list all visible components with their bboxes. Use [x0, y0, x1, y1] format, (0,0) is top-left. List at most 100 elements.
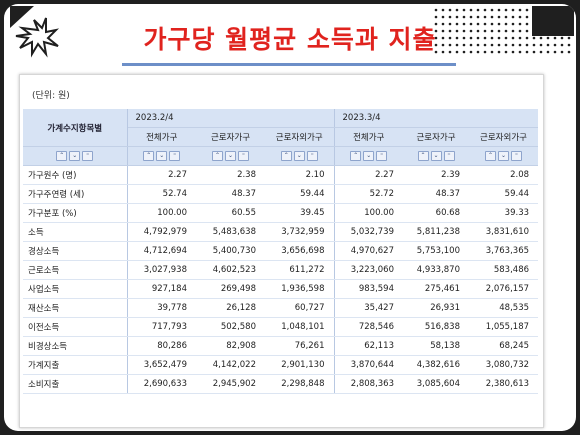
- sort-up-icon[interactable]: ⌃: [350, 150, 362, 161]
- sort-controls: ⌃ ⌄ ⁼: [469, 146, 539, 166]
- table-cell: 48.37: [403, 184, 469, 204]
- sort-controls: ⌃ ⌄ ⁼: [127, 146, 196, 166]
- table-cell: 2.38: [196, 165, 265, 185]
- sort-up-icon[interactable]: ⌃: [280, 150, 292, 161]
- table-cell: 611,272: [265, 260, 335, 280]
- row-label: 근로소득: [23, 260, 128, 280]
- table-cell: 5,032,739: [334, 222, 403, 242]
- starburst-icon: [10, 6, 60, 58]
- sort-up-icon[interactable]: ⌃: [417, 150, 429, 161]
- table-cell: 2,901,130: [265, 355, 335, 375]
- sort-reset-icon[interactable]: ⌄: [363, 150, 375, 161]
- sort-reset-icon[interactable]: ⌄: [498, 150, 509, 161]
- table-cell: 5,400,730: [196, 241, 265, 261]
- table-cell: 3,027,938: [127, 260, 196, 280]
- sort-up-icon[interactable]: ⌃: [143, 150, 155, 161]
- table-cell: 4,792,979: [127, 222, 196, 242]
- row-label: 가구주연령 (세): [23, 184, 128, 204]
- column-header: 근로자외가구: [469, 127, 539, 147]
- table-cell: 26,931: [403, 298, 469, 318]
- sort-reset-icon[interactable]: ⌄: [430, 150, 442, 161]
- table-row: 이전소득 717,793 502,580 1,048,101 728,546 516,83…: [23, 317, 539, 337]
- table-row: 비경상소득 80,286 82,908 76,261 62,113 58,138 68,24…: [23, 336, 539, 356]
- table-cell: 3,080,732: [469, 355, 539, 375]
- table-cell: 2,945,902: [196, 374, 265, 394]
- table-cell: 2,808,363: [334, 374, 403, 394]
- page-title: 가구당 월평균 소득과 지출: [143, 25, 437, 54]
- slide: 가구당 월평균 소득과 지출 (단위: 원) 가계수지항목별 2023.2: [4, 4, 576, 431]
- column-header: 근로자가구: [196, 127, 265, 147]
- table-cell: 275,461: [403, 279, 469, 299]
- table-cell: 3,763,365: [469, 241, 539, 261]
- sort-up-icon[interactable]: ⌃: [485, 150, 496, 161]
- row-label: 이전소득: [23, 317, 128, 337]
- column-header: 근로자외가구: [265, 127, 335, 147]
- table-cell: 927,184: [127, 279, 196, 299]
- sort-down-icon[interactable]: ⁼: [238, 150, 249, 161]
- table-cell: 4,382,616: [403, 355, 469, 375]
- table-row: 가구분포 (%) 100.00 60.55 39.45 100.00 60.68 39.33: [23, 203, 539, 223]
- sort-controls: ⌃ ⌄ ⁼: [403, 146, 469, 166]
- table-cell: 39.45: [265, 203, 335, 223]
- table-cell: 3,870,644: [334, 355, 403, 375]
- table-row: 사업소득 927,184 269,498 1,936,598 983,594 275,46…: [23, 279, 539, 299]
- table-cell: 516,838: [403, 317, 469, 337]
- table-cell: 39.33: [469, 203, 539, 223]
- sort-down-icon[interactable]: ⁼: [169, 150, 181, 161]
- table-cell: 68,245: [469, 336, 539, 356]
- row-label: 비경상소득: [23, 336, 128, 356]
- table-cell: 983,594: [334, 279, 403, 299]
- period-header: 2023.2/4: [127, 109, 335, 128]
- data-table-panel: (단위: 원) 가계수지항목별 2023.2/4 2023.3/4: [19, 74, 544, 428]
- table-cell: 60,727: [265, 298, 335, 318]
- table-cell: 717,793: [127, 317, 196, 337]
- table-cell: 3,732,959: [265, 222, 335, 242]
- table-cell: 60.55: [196, 203, 265, 223]
- column-header: 근로자가구: [403, 127, 469, 147]
- dot-pattern-icon: [434, 6, 574, 54]
- sort-down-icon[interactable]: ⁼: [82, 150, 94, 161]
- table-cell: 48.37: [196, 184, 265, 204]
- table-cell: 59.44: [469, 184, 539, 204]
- table-cell: 3,831,610: [469, 222, 539, 242]
- table-cell: 76,261: [265, 336, 335, 356]
- table-cell: 4,933,870: [403, 260, 469, 280]
- row-header: 가계수지항목별: [23, 109, 128, 147]
- sort-up-icon[interactable]: ⌃: [212, 150, 223, 161]
- row-label: 가구원수 (명): [23, 165, 128, 185]
- sort-down-icon[interactable]: ⁼: [511, 150, 522, 161]
- table-cell: 59.44: [265, 184, 335, 204]
- sort-reset-icon[interactable]: ⌄: [69, 150, 81, 161]
- table-cell: 4,142,022: [196, 355, 265, 375]
- table-cell: 4,970,627: [334, 241, 403, 261]
- row-label: 소득: [23, 222, 128, 242]
- unit-label: (단위: 원): [32, 91, 70, 101]
- table-cell: 3,656,698: [265, 241, 335, 261]
- table-cell: 80,286: [127, 336, 196, 356]
- table-row: 가구원수 (명) 2.27 2.38 2.10 2.27 2.39 2.08: [23, 165, 539, 185]
- table-cell: 583,486: [469, 260, 539, 280]
- table-cell: 3,085,604: [403, 374, 469, 394]
- sort-reset-icon[interactable]: ⌄: [225, 150, 236, 161]
- table-cell: 39,778: [127, 298, 196, 318]
- period-header: 2023.3/4: [334, 109, 539, 128]
- sort-up-icon[interactable]: ⌃: [56, 150, 68, 161]
- table-cell: 100.00: [127, 203, 196, 223]
- sort-down-icon[interactable]: ⁼: [306, 150, 318, 161]
- sort-reset-icon[interactable]: ⌄: [293, 150, 305, 161]
- table-cell: 2.39: [403, 165, 469, 185]
- income-expenditure-table: 가계수지항목별 2023.2/4 2023.3/4 전체가구 근로자가구 근로자…: [23, 109, 539, 394]
- table-cell: 2,076,157: [469, 279, 539, 299]
- table-row: 가계지출 3,652,479 4,142,022 2,901,130 3,870,644…: [23, 355, 539, 375]
- sort-down-icon[interactable]: ⁼: [443, 150, 455, 161]
- table-cell: 2,298,848: [265, 374, 335, 394]
- table-cell: 52.72: [334, 184, 403, 204]
- table-cell: 3,652,479: [127, 355, 196, 375]
- row-label: 소비지출: [23, 374, 128, 394]
- table-cell: 35,427: [334, 298, 403, 318]
- sort-reset-icon[interactable]: ⌄: [156, 150, 168, 161]
- table-cell: 2,380,613: [469, 374, 539, 394]
- sort-down-icon[interactable]: ⁼: [376, 150, 388, 161]
- table-cell: 1,936,598: [265, 279, 335, 299]
- table-row: 소득 4,792,979 5,483,638 3,732,959 5,032,739 5,…: [23, 222, 539, 242]
